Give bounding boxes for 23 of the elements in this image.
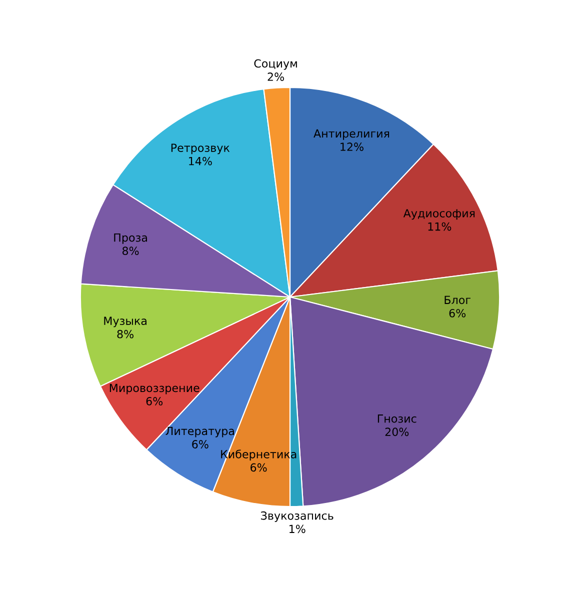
data-label: 1% <box>290 524 306 534</box>
data-label: 8% <box>122 246 139 256</box>
slice-label: Антирелигия <box>314 129 390 140</box>
slice-label: Литература <box>166 426 234 438</box>
data-label: 6% <box>250 463 267 472</box>
data-label: 6% <box>146 397 163 406</box>
slice-label: Звукозапись <box>261 511 334 522</box>
data-label: 20% <box>385 428 409 436</box>
data-label: 11% <box>428 222 452 231</box>
data-label: 2% <box>268 72 284 81</box>
slice-label: Ретрозвук <box>171 144 230 154</box>
slice-label: Социум <box>254 59 297 70</box>
data-label: 8% <box>117 330 134 338</box>
slice-label: Гнозис <box>378 414 416 423</box>
slice-label: Проза <box>114 234 147 244</box>
slice-label: Мировоззрение <box>110 384 200 394</box>
data-label: 6% <box>192 440 208 448</box>
slice-label: Блог <box>444 296 470 304</box>
slice-label: Аудиософия <box>403 209 475 220</box>
data-label: 6% <box>449 308 466 318</box>
data-label: 12% <box>340 142 364 151</box>
slice-label: Музыка <box>104 316 146 328</box>
data-label: 14% <box>189 156 212 166</box>
